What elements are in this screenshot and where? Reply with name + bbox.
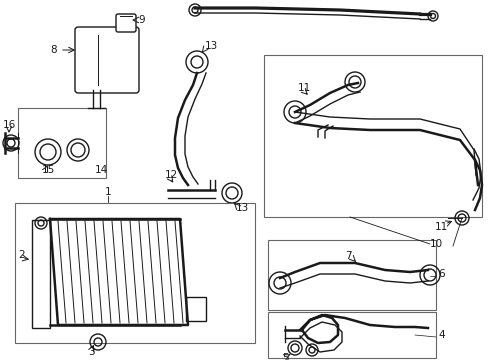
Text: 11: 11	[434, 222, 447, 232]
Bar	[32, 220, 50, 328]
Text: 11: 11	[297, 83, 311, 93]
Text: 4: 4	[437, 330, 444, 340]
Text: 6: 6	[437, 269, 444, 279]
Text: 13: 13	[236, 203, 249, 213]
Bar	[185, 297, 205, 321]
FancyBboxPatch shape	[75, 27, 139, 93]
Text: 13: 13	[204, 41, 218, 51]
Bar	[267, 312, 435, 358]
Text: 15: 15	[42, 165, 55, 175]
Text: 3: 3	[88, 347, 95, 357]
Text: 8: 8	[50, 45, 57, 55]
Bar	[264, 55, 481, 217]
Text: 1: 1	[104, 187, 111, 197]
Text: 2: 2	[18, 250, 24, 260]
Text: 5: 5	[282, 353, 288, 360]
Text: 14: 14	[95, 165, 108, 175]
Text: 12: 12	[164, 170, 178, 180]
Bar	[15, 203, 254, 343]
Text: 16: 16	[3, 120, 16, 130]
Text: 10: 10	[429, 239, 442, 249]
Text: 7: 7	[345, 251, 351, 261]
Bar	[267, 240, 435, 310]
Bar	[18, 108, 106, 178]
Text: 9: 9	[138, 15, 144, 25]
FancyBboxPatch shape	[116, 14, 136, 32]
